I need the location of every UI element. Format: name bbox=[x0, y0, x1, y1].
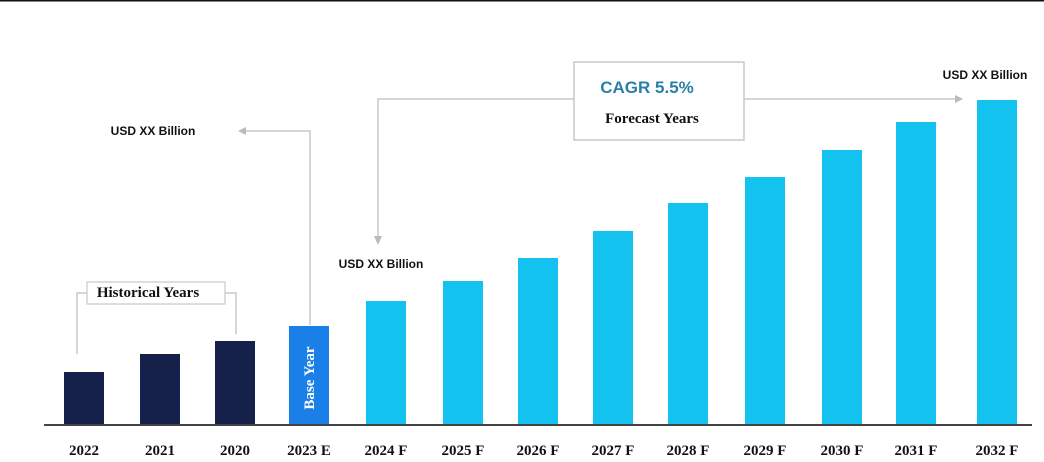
x-tick-label: 2030 F bbox=[821, 443, 864, 459]
bar-2028-f bbox=[668, 203, 708, 425]
x-tick-label: 2026 F bbox=[517, 443, 560, 459]
x-tick-label: 2031 F bbox=[895, 443, 938, 459]
usd-historical-label: USD XX Billion bbox=[111, 124, 196, 138]
bar-2026-f bbox=[518, 258, 558, 425]
historical-label-box bbox=[86, 281, 226, 305]
x-tick-label: 2025 F bbox=[442, 443, 485, 459]
arrow-down-icon bbox=[374, 236, 382, 245]
forecast-connector bbox=[377, 98, 955, 238]
bar-2025-f bbox=[443, 281, 483, 425]
historical-bracket bbox=[76, 292, 237, 354]
bar-2032-f bbox=[977, 100, 1017, 425]
usd-end-label: USD XX Billion bbox=[943, 68, 1028, 82]
x-tick-label: 2032 F bbox=[976, 443, 1019, 459]
bar-2024-f bbox=[366, 301, 406, 425]
bar-2030-f bbox=[822, 150, 862, 425]
bar-2021 bbox=[140, 354, 180, 425]
arrow-left-icon bbox=[238, 127, 246, 135]
x-tick-label: 2027 F bbox=[592, 443, 635, 459]
x-tick-label: 2021 bbox=[145, 443, 175, 459]
x-tick-label: 2028 F bbox=[667, 443, 710, 459]
base-year-label: Base Year bbox=[302, 346, 318, 410]
cagr-label: CAGR 5.5% bbox=[600, 78, 694, 97]
bar-2022 bbox=[64, 372, 104, 425]
x-tick-label: 2024 F bbox=[365, 443, 408, 459]
x-tick-label: 2022 bbox=[69, 443, 99, 459]
x-tick-label: 2023 E bbox=[287, 443, 331, 459]
historical-label: Historical Years bbox=[97, 285, 199, 301]
cagr-box bbox=[573, 61, 745, 141]
base-connector bbox=[244, 130, 311, 325]
arrow-right-icon bbox=[955, 95, 963, 103]
bar-2023-e bbox=[289, 326, 329, 425]
bar-2020 bbox=[215, 341, 255, 425]
x-tick-label: 2029 F bbox=[744, 443, 787, 459]
bar-2027-f bbox=[593, 231, 633, 425]
bar-2031-f bbox=[896, 122, 936, 425]
x-tick-label: 2020 bbox=[220, 443, 250, 459]
forecast-label: Forecast Years bbox=[605, 111, 699, 127]
usd-base-label: USD XX Billion bbox=[339, 257, 424, 271]
bar-2029-f bbox=[745, 177, 785, 425]
